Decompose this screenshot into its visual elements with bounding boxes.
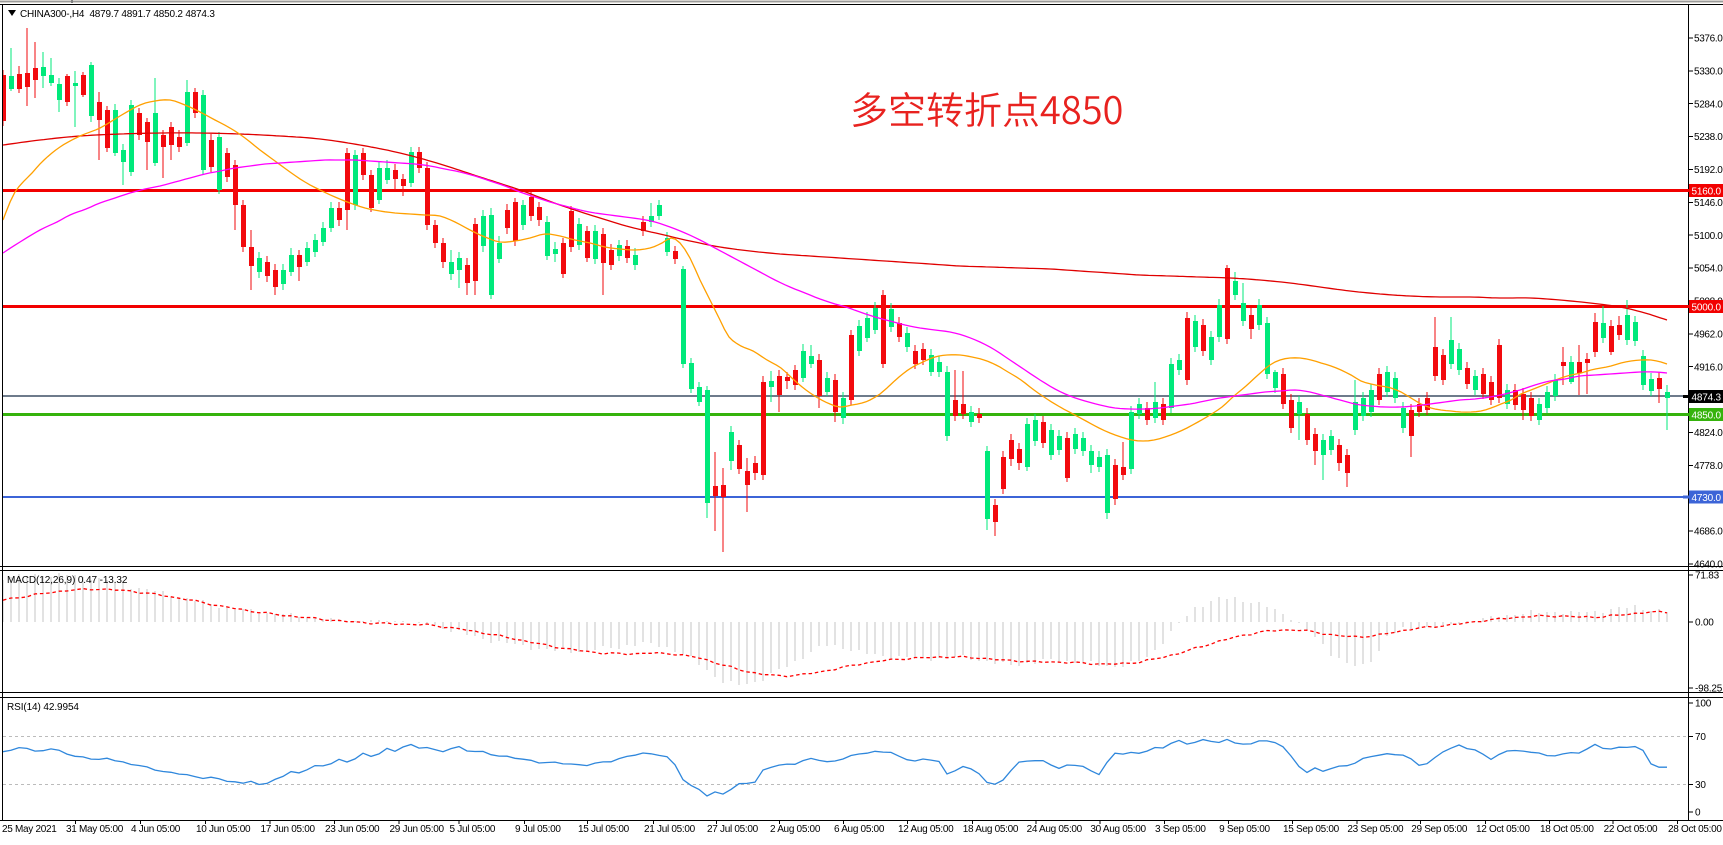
svg-text:5100.0: 5100.0 (1694, 231, 1723, 242)
svg-text:28 Oct 05:00: 28 Oct 05:00 (1668, 824, 1722, 835)
svg-text:5160.0: 5160.0 (1692, 186, 1722, 197)
svg-text:100: 100 (1695, 699, 1712, 710)
svg-text:30: 30 (1695, 780, 1706, 791)
svg-text:4 Jun 05:00: 4 Jun 05:00 (131, 824, 181, 835)
svg-text:4916.0: 4916.0 (1694, 362, 1723, 373)
svg-text:4640.0: 4640.0 (1694, 560, 1723, 571)
svg-text:18 Aug 05:00: 18 Aug 05:00 (963, 824, 1019, 835)
svg-text:5238.0: 5238.0 (1694, 132, 1723, 143)
svg-text:4686.0: 4686.0 (1694, 527, 1723, 538)
svg-text:10 Jun 05:00: 10 Jun 05:00 (196, 824, 251, 835)
svg-text:5 Jul 05:00: 5 Jul 05:00 (450, 824, 496, 835)
svg-text:17 Jun 05:00: 17 Jun 05:00 (261, 824, 316, 835)
svg-text:23 Jun 05:00: 23 Jun 05:00 (325, 824, 380, 835)
svg-text:4824.0: 4824.0 (1694, 428, 1723, 439)
svg-text:27 Jul 05:00: 27 Jul 05:00 (707, 824, 759, 835)
svg-text:12 Aug 05:00: 12 Aug 05:00 (898, 824, 954, 835)
svg-text:29 Sep 05:00: 29 Sep 05:00 (1411, 824, 1468, 835)
svg-text:15 Jul 05:00: 15 Jul 05:00 (578, 824, 630, 835)
svg-text:25 May 2021: 25 May 2021 (2, 824, 57, 835)
svg-text:31 May 05:00: 31 May 05:00 (66, 824, 124, 835)
svg-text:24 Aug 05:00: 24 Aug 05:00 (1027, 824, 1083, 835)
svg-text:2 Aug 05:00: 2 Aug 05:00 (770, 824, 821, 835)
svg-text:5330.0: 5330.0 (1694, 67, 1723, 78)
svg-text:4730.0: 4730.0 (1692, 493, 1722, 504)
svg-text:5146.0: 5146.0 (1694, 198, 1723, 209)
svg-text:18 Oct 05:00: 18 Oct 05:00 (1540, 824, 1594, 835)
svg-text:RSI(14) 42.9954: RSI(14) 42.9954 (7, 702, 79, 713)
svg-text:5054.0: 5054.0 (1694, 264, 1723, 275)
svg-text:6 Aug 05:00: 6 Aug 05:00 (834, 824, 885, 835)
svg-text:70: 70 (1695, 732, 1706, 743)
svg-text:12 Oct 05:00: 12 Oct 05:00 (1476, 824, 1530, 835)
svg-text:29 Jun 05:00: 29 Jun 05:00 (390, 824, 445, 835)
svg-text:MACD(12,26,9) 0.47 -13.32: MACD(12,26,9) 0.47 -13.32 (7, 575, 128, 586)
svg-text:5376.0: 5376.0 (1694, 34, 1723, 45)
svg-text:9 Sep 05:00: 9 Sep 05:00 (1219, 824, 1270, 835)
svg-text:CHINA300-,H4 4879.7 4891.7 48: CHINA300-,H4 4879.7 4891.7 4850.2 4874.3 (20, 9, 215, 20)
svg-text:5284.0: 5284.0 (1694, 99, 1723, 110)
svg-text:3 Sep 05:00: 3 Sep 05:00 (1155, 824, 1206, 835)
svg-text:15 Sep 05:00: 15 Sep 05:00 (1283, 824, 1340, 835)
svg-text:9 Jul 05:00: 9 Jul 05:00 (515, 824, 561, 835)
svg-text:5192.0: 5192.0 (1694, 165, 1723, 176)
svg-text:30 Aug 05:00: 30 Aug 05:00 (1090, 824, 1146, 835)
svg-text:21 Jul 05:00: 21 Jul 05:00 (644, 824, 696, 835)
svg-text:5000.0: 5000.0 (1692, 302, 1722, 313)
svg-text:4778.0: 4778.0 (1694, 461, 1723, 472)
svg-text:0: 0 (1695, 808, 1701, 819)
svg-text:-98.25: -98.25 (1695, 684, 1723, 695)
svg-text:4874.3: 4874.3 (1692, 392, 1722, 403)
svg-text:4962.0: 4962.0 (1694, 329, 1723, 340)
svg-text:23 Sep 05:00: 23 Sep 05:00 (1347, 824, 1404, 835)
svg-text:22 Oct 05:00: 22 Oct 05:00 (1604, 824, 1658, 835)
svg-text:71.83: 71.83 (1695, 571, 1720, 582)
svg-text:4850.0: 4850.0 (1692, 410, 1722, 421)
svg-text:0.00: 0.00 (1695, 618, 1714, 629)
